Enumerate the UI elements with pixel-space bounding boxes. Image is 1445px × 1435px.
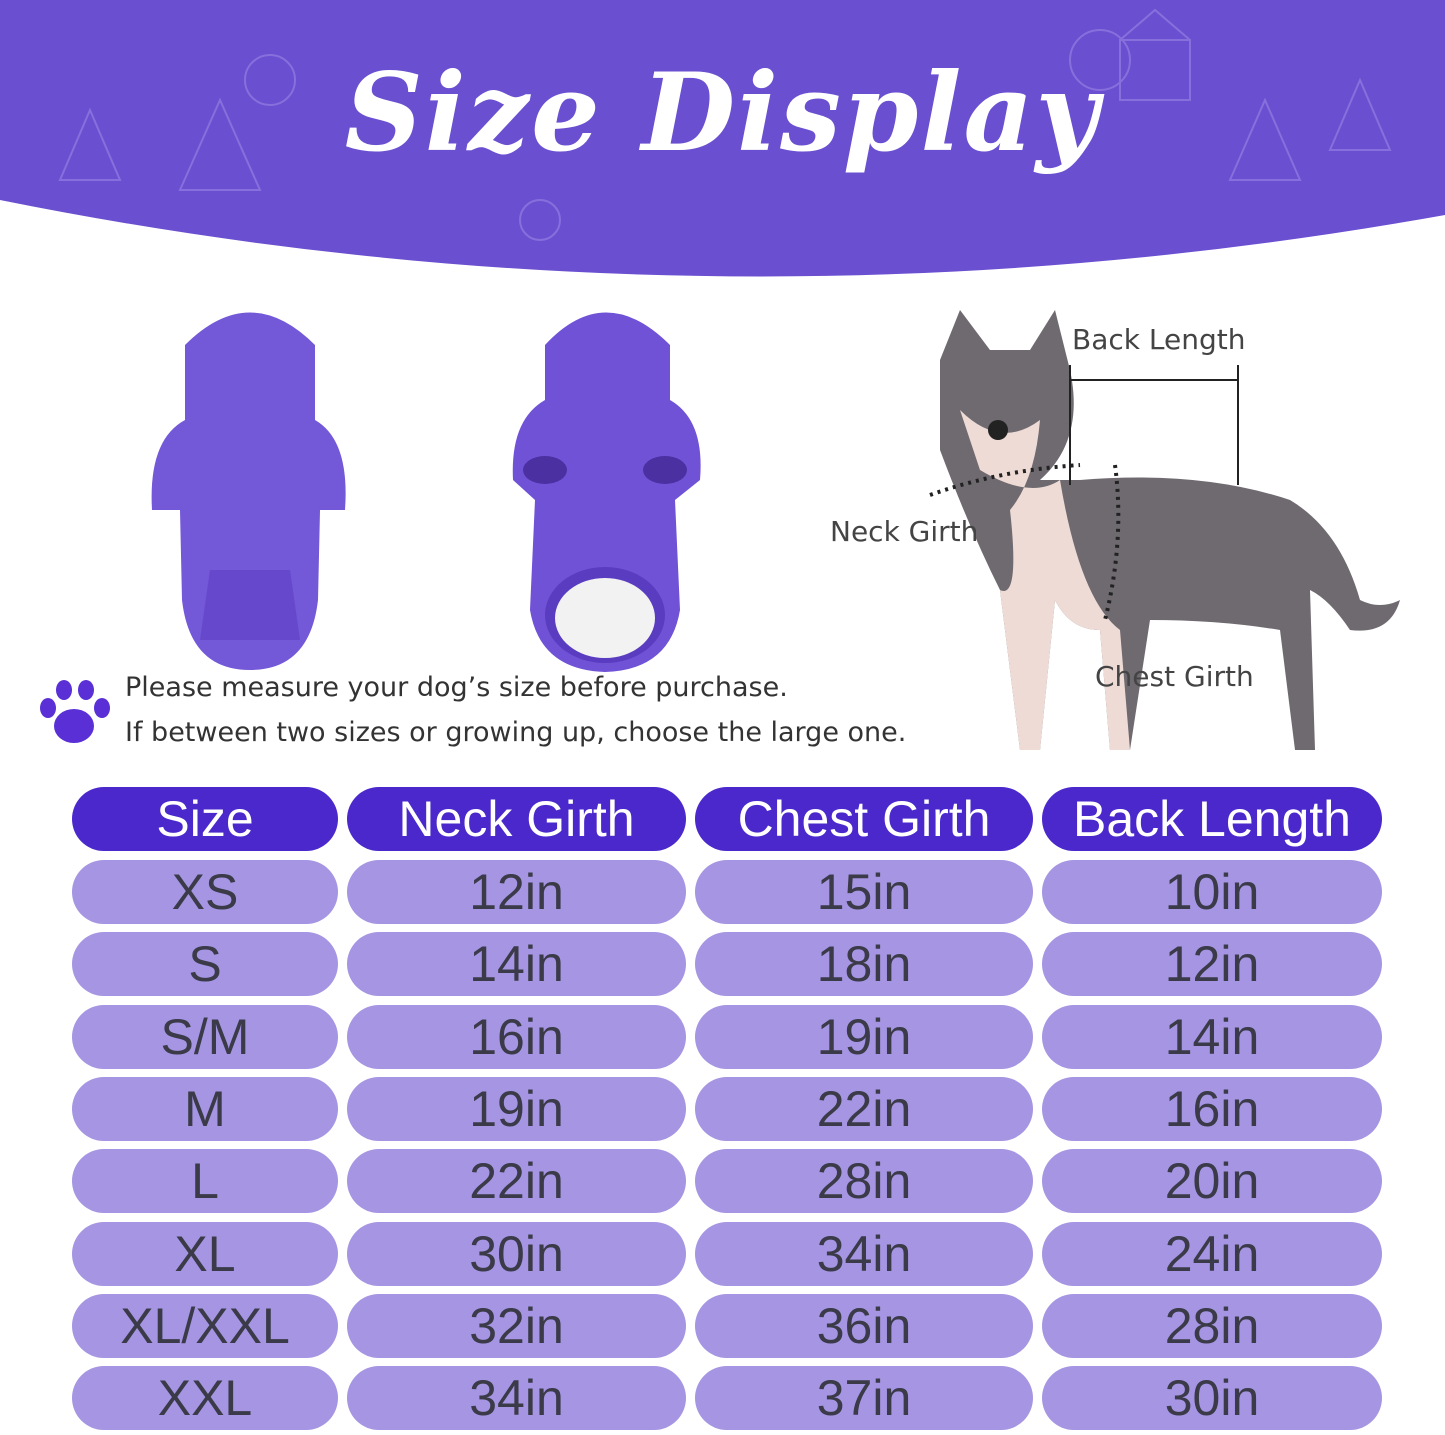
measurement-cell: 14in — [1042, 1004, 1382, 1069]
size-cell: S/M — [72, 1004, 338, 1069]
measurement-cell: 22in — [695, 1076, 1033, 1141]
hoodie-front-image — [512, 312, 701, 672]
measurement-cell: 16in — [347, 1004, 686, 1069]
header-cell: Size — [72, 787, 338, 851]
header-cell: Back Length — [1042, 787, 1382, 851]
chest-girth-label: Chest Girth — [1095, 660, 1254, 693]
measurement-cell: 36in — [695, 1293, 1033, 1358]
measurement-cell: 30in — [1042, 1366, 1382, 1431]
measurement-cell: 18in — [695, 932, 1033, 997]
measurement-cell: 24in — [1042, 1221, 1382, 1286]
size-cell: XXL — [72, 1366, 338, 1431]
page-title: Size Display — [344, 50, 1101, 176]
measurement-cell: 19in — [347, 1076, 686, 1141]
measurement-cell: 12in — [347, 860, 686, 924]
neck-girth-label: Neck Girth — [830, 515, 979, 548]
hoodie-back-image — [151, 312, 346, 670]
header-cell: Chest Girth — [695, 787, 1033, 851]
measurement-cell: 20in — [1042, 1149, 1382, 1214]
measurement-cell: 37in — [695, 1366, 1033, 1431]
measurement-cell: 12in — [1042, 932, 1382, 997]
size-cell: L — [72, 1149, 338, 1214]
size-cell: S — [72, 932, 338, 997]
measurement-cell: 32in — [347, 1293, 686, 1358]
measurement-cell: 28in — [695, 1149, 1033, 1214]
measurement-cell: 34in — [347, 1366, 686, 1431]
measurement-cell: 28in — [1042, 1293, 1382, 1358]
size-cell: M — [72, 1076, 338, 1141]
size-cell: XL — [72, 1221, 338, 1286]
measurement-cell: 30in — [347, 1221, 686, 1286]
measure-note: Please measure your dog’s size before pu… — [125, 672, 788, 703]
size-cell: XS — [72, 860, 338, 924]
measurement-cell: 15in — [695, 860, 1033, 924]
measurement-cell: 22in — [347, 1149, 686, 1214]
size-cell: XL/XXL — [72, 1293, 338, 1358]
measurement-cell: 16in — [1042, 1076, 1382, 1141]
banner-background — [0, 0, 1445, 277]
back-length-label: Back Length — [1072, 323, 1246, 356]
paw-icon — [40, 680, 110, 743]
measurement-cell: 14in — [347, 932, 686, 997]
measurement-cell: 19in — [695, 1004, 1033, 1069]
measurement-cell: 34in — [695, 1221, 1033, 1286]
dog-measurement-diagram — [929, 310, 1400, 750]
size-advice-note: If between two sizes or growing up, choo… — [125, 717, 907, 748]
header-cell: Neck Girth — [347, 787, 686, 851]
measurement-cell: 10in — [1042, 860, 1382, 924]
